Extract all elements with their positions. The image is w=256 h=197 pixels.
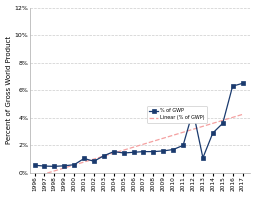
Line: Linear (% of GWP): Linear (% of GWP) xyxy=(35,114,242,177)
% of GWP xyxy=(231,85,234,87)
Linear (% of GWP) xyxy=(132,146,135,148)
Linear (% of GWP) xyxy=(241,113,244,116)
Linear (% of GWP) xyxy=(211,122,214,125)
Linear (% of GWP) xyxy=(102,155,105,157)
Linear (% of GWP) xyxy=(162,137,165,139)
% of GWP xyxy=(102,155,105,157)
% of GWP xyxy=(43,165,46,167)
Legend: % of GWP, Linear (% of GWP): % of GWP, Linear (% of GWP) xyxy=(147,106,207,123)
% of GWP xyxy=(82,157,86,160)
% of GWP xyxy=(211,132,214,134)
Linear (% of GWP) xyxy=(122,149,125,151)
% of GWP xyxy=(162,150,165,152)
Line: % of GWP: % of GWP xyxy=(33,82,244,168)
% of GWP xyxy=(112,151,115,153)
Linear (% of GWP) xyxy=(152,140,155,142)
Linear (% of GWP) xyxy=(172,134,175,136)
% of GWP xyxy=(122,152,125,154)
Linear (% of GWP) xyxy=(191,128,195,130)
Linear (% of GWP) xyxy=(53,170,56,172)
Linear (% of GWP) xyxy=(73,164,76,166)
Linear (% of GWP) xyxy=(33,176,36,178)
% of GWP xyxy=(221,122,224,125)
Linear (% of GWP) xyxy=(92,158,95,160)
Linear (% of GWP) xyxy=(201,125,205,127)
% of GWP xyxy=(201,157,205,159)
% of GWP xyxy=(33,164,36,166)
% of GWP xyxy=(53,165,56,167)
% of GWP xyxy=(241,82,244,85)
% of GWP xyxy=(132,151,135,153)
Linear (% of GWP) xyxy=(43,173,46,175)
% of GWP xyxy=(73,164,76,166)
% of GWP xyxy=(63,165,66,167)
% of GWP xyxy=(182,144,185,147)
Linear (% of GWP) xyxy=(221,119,224,122)
Linear (% of GWP) xyxy=(231,116,234,119)
Linear (% of GWP) xyxy=(63,167,66,169)
% of GWP xyxy=(142,151,145,153)
Linear (% of GWP) xyxy=(112,152,115,154)
Linear (% of GWP) xyxy=(182,131,185,133)
% of GWP xyxy=(172,148,175,151)
Linear (% of GWP) xyxy=(82,161,86,163)
Linear (% of GWP) xyxy=(142,143,145,145)
Y-axis label: Percent of Gross World Product: Percent of Gross World Product xyxy=(6,36,12,144)
% of GWP xyxy=(191,110,195,112)
% of GWP xyxy=(152,151,155,153)
% of GWP xyxy=(92,160,95,163)
